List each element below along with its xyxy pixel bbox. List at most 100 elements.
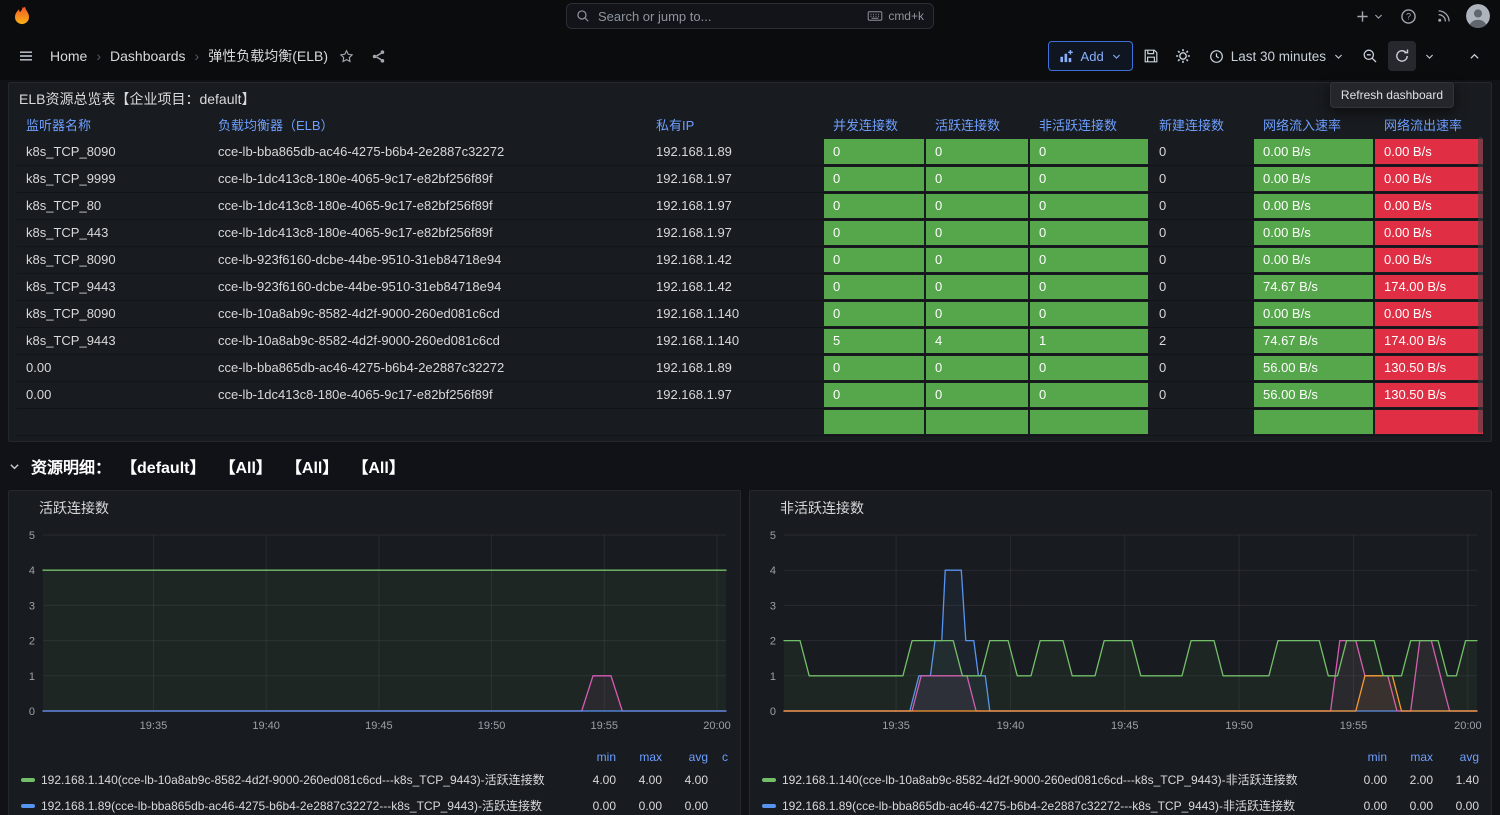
gear-icon xyxy=(1175,48,1191,64)
legend-col-avg[interactable]: avg xyxy=(1459,750,1479,764)
active-connections-chart[interactable]: 0 1 2 3 4 5 19:35 19:40 19:45 19:50 19:55 20:00 xyxy=(13,521,734,737)
table-cell xyxy=(1030,409,1148,434)
svg-text:3: 3 xyxy=(770,600,776,612)
panel-title[interactable]: 活跃连接数 xyxy=(39,500,109,516)
svg-text:19:55: 19:55 xyxy=(591,720,619,732)
legend-value: 0.00 xyxy=(1409,799,1433,813)
svg-text:4: 4 xyxy=(770,565,776,577)
template-variable[interactable]: 【default】 xyxy=(121,460,206,477)
table-cell: 192.168.1.140 xyxy=(656,333,740,348)
help-button[interactable]: ? xyxy=(1394,1,1422,31)
table-row: k8s_TCP_9999 cce-lb-1dc413c8-180e-4065-9c… xyxy=(17,165,1483,193)
dashboard-canvas: ELB资源总览表【企业项目：default】 监听器名称 负载均衡器（ELB） 私有… xyxy=(0,80,1500,815)
news-button[interactable] xyxy=(1430,1,1458,31)
refresh-interval-dropdown[interactable] xyxy=(1420,41,1438,71)
legend-col-max[interactable]: max xyxy=(639,750,662,764)
table-row: 0.00 cce-lb-bba865db-ac46-4275-b6b4-2e288… xyxy=(17,354,1483,382)
table-cell xyxy=(209,410,645,434)
table-cell: 1 xyxy=(1030,328,1148,353)
breadcrumb-item[interactable]: 弹性负载均衡(ELB) xyxy=(208,48,328,64)
table-cell: 174.00 B/s xyxy=(1375,328,1483,353)
search-icon xyxy=(576,9,590,23)
star-dashboard-button[interactable] xyxy=(332,41,360,71)
row-resource-details[interactable]: 资源明细： 【default】 【All】 【All】 【All】 xyxy=(8,448,1492,484)
table-cell xyxy=(1150,410,1252,434)
panel-title[interactable]: 非活跃连接数 xyxy=(780,500,864,516)
scrollbar-thumb[interactable] xyxy=(1478,137,1483,433)
legend-col-max[interactable]: max xyxy=(1410,750,1433,764)
svg-text:1: 1 xyxy=(770,671,776,683)
legend-value: 0.00 xyxy=(1455,799,1479,813)
refresh-button[interactable] xyxy=(1388,41,1416,71)
legend-col-c[interactable]: c xyxy=(722,750,728,764)
zoom-out-time-button[interactable] xyxy=(1356,41,1384,71)
column-header[interactable]: 监听器名称 xyxy=(26,118,92,133)
table-cell xyxy=(647,410,822,434)
legend-col-min[interactable]: min xyxy=(596,750,616,764)
active-connections-panel: 活跃连接数 0 1 2 3 4 5 19:35 19:40 19:45 19:50 19:55 20:… xyxy=(8,490,741,815)
grafana-logo-icon[interactable] xyxy=(10,4,34,28)
table-cell: 192.168.1.42 xyxy=(656,252,732,267)
share-dashboard-button[interactable] xyxy=(364,41,392,71)
inactive-connections-chart[interactable]: 0 1 2 3 4 5 19:35 19:40 19:45 19:50 19:55 20:00 xyxy=(754,521,1485,737)
table-cell: 0 xyxy=(1030,247,1148,272)
column-header[interactable]: 网络流出速率 xyxy=(1384,118,1463,133)
time-range-picker[interactable]: Last 30 minutes xyxy=(1201,41,1352,71)
column-header[interactable]: 负载均衡器（ELB） xyxy=(218,118,334,133)
table-row: k8s_TCP_8090 cce-lb-bba865db-ac46-4275-b6… xyxy=(17,138,1483,166)
column-header[interactable]: 私有IP xyxy=(656,118,695,133)
elb-overview-panel: ELB资源总览表【企业项目：default】 监听器名称 负载均衡器（ELB） 私有… xyxy=(8,82,1492,442)
svg-text:19:45: 19:45 xyxy=(365,720,393,732)
template-variable[interactable]: 【All】 xyxy=(285,460,339,477)
legend-col-min[interactable]: min xyxy=(1367,750,1387,764)
template-variable[interactable]: 【All】 xyxy=(219,460,272,477)
svg-text:0: 0 xyxy=(29,706,35,718)
mega-menu-toggle-button[interactable] xyxy=(12,41,40,71)
table-row: k8s_TCP_9443 cce-lb-10a8ab9c-8582-4d2f-90… xyxy=(17,327,1483,355)
svg-text:0: 0 xyxy=(770,706,776,718)
table-header-row: 监听器名称 负载均衡器（ELB） 私有IP 并发连接数 活跃连接数 非活跃连接数 新建连接数… xyxy=(17,111,1483,138)
broadcast-icon xyxy=(1436,8,1452,24)
table-cell: cce-lb-10a8ab9c-8582-4d2f-9000-260ed081c… xyxy=(218,306,500,321)
table-cell: 192.168.1.97 xyxy=(656,198,732,213)
search-placeholder: Search or jump to... xyxy=(598,8,712,24)
chevron-down-icon xyxy=(1424,51,1435,62)
column-header[interactable]: 活跃连接数 xyxy=(935,118,1001,133)
table-cell: 0 xyxy=(926,274,1028,299)
save-dashboard-button[interactable] xyxy=(1137,41,1165,71)
panel-title[interactable]: ELB资源总览表【企业项目：default】 xyxy=(19,91,256,107)
table-cell: 0 xyxy=(926,220,1028,245)
collapse-topbar-button[interactable] xyxy=(1460,41,1488,71)
table-cell: k8s_TCP_8090 xyxy=(26,306,116,321)
series-color-icon xyxy=(762,793,778,815)
column-header[interactable]: 网络流入速率 xyxy=(1263,118,1342,133)
legend-label[interactable]: 192.168.1.140(cce-lb-10a8ab9c-8582-4d2f-… xyxy=(41,773,545,787)
table-cell: 0 xyxy=(1159,306,1167,321)
legend-label[interactable]: 192.168.1.140(cce-lb-10a8ab9c-8582-4d2f-… xyxy=(782,773,1298,787)
user-avatar[interactable] xyxy=(1466,4,1490,28)
elb-overview-table: 监听器名称 负载均衡器（ELB） 私有IP 并发连接数 活跃连接数 非活跃连接数 新建连接数… xyxy=(17,111,1483,441)
table-cell: cce-lb-1dc413c8-180e-4065-9c17-e82bf256f… xyxy=(218,387,493,402)
column-header[interactable]: 非活跃连接数 xyxy=(1039,118,1118,133)
legend-col-avg[interactable]: avg xyxy=(688,750,708,764)
breadcrumb-item[interactable]: Dashboards xyxy=(110,48,186,64)
table-cell xyxy=(17,410,207,434)
svg-text:19:45: 19:45 xyxy=(1111,720,1139,732)
add-button[interactable]: Add xyxy=(1047,41,1133,71)
table-cell: 0 xyxy=(1159,171,1167,186)
table-cell: k8s_TCP_443 xyxy=(26,225,109,240)
column-header[interactable]: 并发连接数 xyxy=(833,118,899,133)
column-header[interactable]: 新建连接数 xyxy=(1159,118,1225,133)
new-menu-button[interactable] xyxy=(1353,1,1386,31)
table-scrollbar[interactable] xyxy=(1478,137,1483,433)
legend-label[interactable]: 192.168.1.89(cce-lb-bba865db-ac46-4275-b… xyxy=(782,799,1295,813)
legend-label[interactable]: 192.168.1.89(cce-lb-bba865db-ac46-4275-b… xyxy=(41,799,542,813)
svg-text:5: 5 xyxy=(770,530,776,542)
table-cell: 0.00 B/s xyxy=(1375,193,1483,218)
dashboard-settings-button[interactable] xyxy=(1169,41,1197,71)
search-input[interactable]: Search or jump to... cmd+k xyxy=(566,3,934,29)
template-variable[interactable]: 【All】 xyxy=(352,460,405,477)
table-cell: 0 xyxy=(1159,198,1167,213)
breadcrumb-item[interactable]: Home xyxy=(50,48,88,64)
table-cell: 192.168.1.140 xyxy=(656,306,740,321)
